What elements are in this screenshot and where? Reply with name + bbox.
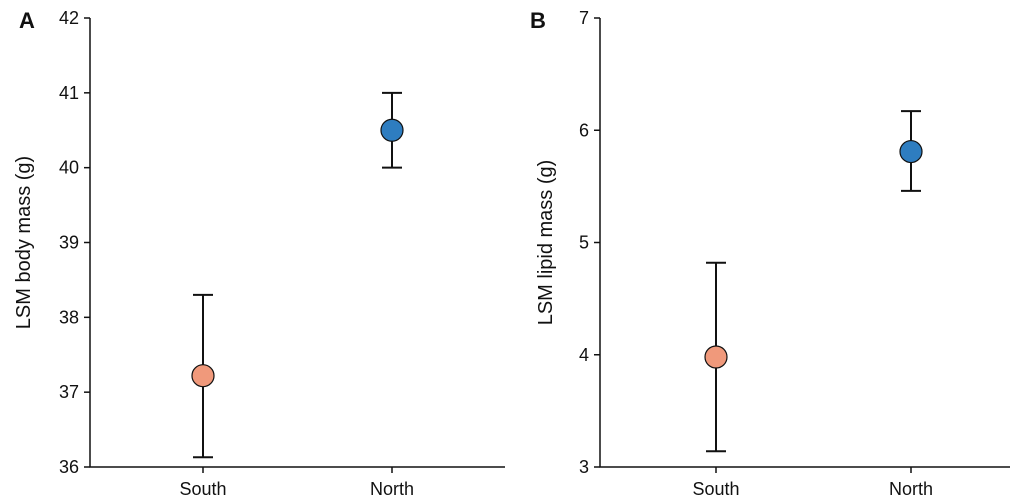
y-tick-label: 36 [59,457,79,477]
y-tick-label: 42 [59,8,79,28]
x-tick-label: North [370,479,414,499]
x-tick-label: South [179,479,226,499]
y-tick-label: 7 [579,8,589,28]
chart-panel-a: 36 37 38 39 40 41 42 South North LSM body mass (g… [13,8,505,499]
panel-label: A [19,8,35,33]
y-tick-label: 39 [59,233,79,253]
y-axis-label: LSM lipid mass (g) [535,160,557,326]
y-tick-label: 37 [59,382,79,402]
panel-label: B [530,8,546,33]
data-point-south [191,364,215,388]
y-tick-label: 4 [579,345,589,365]
y-axis-label: LSM body mass (g) [13,156,35,329]
x-tick-label: North [889,479,933,499]
x-tick-label: South [692,479,739,499]
y-tick-label: 38 [59,307,79,327]
data-point-north [380,118,404,142]
y-tick-label: 40 [59,158,79,178]
y-tick-label: 3 [579,457,589,477]
data-point-north [899,139,923,164]
y-tick-label: 6 [579,120,589,140]
chart-panel-b: 3 4 5 6 7 South North LSM lipid mass (g) B [530,8,1010,499]
y-tick-label: 5 [579,233,589,253]
data-point-south [704,345,728,369]
y-tick-label: 41 [59,83,79,103]
